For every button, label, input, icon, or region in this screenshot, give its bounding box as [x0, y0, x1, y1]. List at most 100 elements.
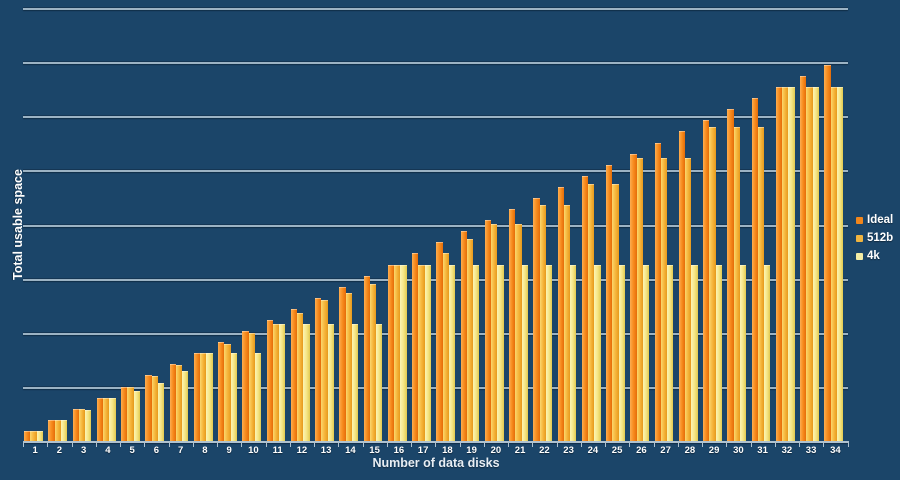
- bar-ideal-10: [242, 331, 249, 442]
- x-axis-label: 9: [226, 445, 232, 456]
- bar-ideal-12: [290, 309, 298, 442]
- bar-512b-28: [685, 158, 692, 442]
- x-axis-tick: [653, 443, 655, 447]
- gridline: [23, 387, 848, 390]
- bar-ideal-26: [630, 154, 637, 442]
- x-axis-label: 7: [177, 445, 184, 456]
- x-axis-label: 19: [466, 445, 477, 456]
- bar-4k-14: [351, 324, 359, 442]
- x-axis-tick: [750, 443, 752, 447]
- x-axis-label: 25: [611, 445, 623, 456]
- x-axis-tick: [605, 443, 606, 447]
- bar-4k-24: [594, 265, 601, 442]
- x-axis-label: 4: [105, 445, 111, 456]
- bar-512b-29: [709, 127, 716, 442]
- bar-512b-17: [418, 265, 425, 442]
- x-axis-tick: [386, 443, 388, 447]
- bar-4k-11: [279, 324, 286, 442]
- x-axis-label: 20: [490, 445, 502, 456]
- bar-512b-2: [54, 420, 61, 442]
- x-axis-label: 21: [514, 445, 526, 456]
- bar-ideal-23: [557, 187, 564, 442]
- bar-512b-24: [588, 184, 595, 442]
- x-axis-tick: [217, 443, 218, 447]
- bar-512b-3: [78, 409, 86, 442]
- bar-4k-13: [327, 324, 334, 442]
- bar-512b-25: [612, 184, 619, 442]
- x-axis-label: 31: [757, 445, 768, 456]
- bar-ideal-30: [727, 109, 734, 442]
- x-axis-label: 2: [56, 445, 63, 456]
- x-axis-tick: [144, 443, 146, 447]
- x-axis-tick: [362, 443, 364, 447]
- bar-ideal-28: [678, 131, 686, 442]
- bar-4k-31: [764, 265, 771, 442]
- bar-512b-30: [733, 127, 740, 442]
- x-axis-label: 33: [805, 445, 817, 456]
- bar-4k-21: [521, 265, 528, 442]
- x-axis-tick: [265, 443, 267, 447]
- legend-item-4k: 4k: [856, 250, 893, 262]
- x-axis-label: 11: [272, 445, 283, 456]
- bar-512b-5: [127, 387, 134, 442]
- bar-ideal-27: [654, 143, 661, 442]
- bar-4k-2: [60, 420, 68, 442]
- x-axis-label: 17: [417, 445, 429, 456]
- bar-4k-17: [424, 265, 431, 442]
- bar-4k-29: [715, 265, 722, 442]
- plot-area: [23, 0, 848, 442]
- bar-ideal-33: [800, 76, 807, 442]
- x-axis-tick: [338, 443, 340, 447]
- x-axis-label: 15: [369, 445, 380, 456]
- bar-ideal-18: [436, 242, 443, 442]
- bar-ideal-2: [48, 420, 55, 442]
- bar-512b-8: [200, 353, 207, 442]
- x-axis-title: Number of data disks: [372, 456, 500, 470]
- bar-4k-12: [303, 324, 310, 442]
- x-axis-label: 12: [296, 445, 308, 456]
- legend-item-512b: 512b: [856, 232, 894, 244]
- bar-ideal-32: [775, 87, 783, 442]
- bar-ideal-11: [266, 320, 273, 442]
- bar-ideal-14: [339, 287, 346, 442]
- bar-512b-22: [539, 205, 546, 442]
- bar-512b-16: [394, 265, 401, 442]
- x-axis-label: 5: [129, 445, 135, 456]
- bar-4k-8: [206, 353, 213, 442]
- bar-512b-6: [151, 376, 158, 442]
- bar-ideal-7: [169, 364, 176, 442]
- x-axis-tick: [47, 443, 49, 447]
- x-axis-tick: [629, 443, 631, 447]
- x-axis-label: 28: [684, 445, 696, 456]
- bar-4k-20: [497, 265, 504, 442]
- x-axis-label: 8: [202, 445, 208, 456]
- bar-512b-18: [442, 253, 449, 442]
- bar-ideal-8: [193, 353, 201, 442]
- x-axis-tick: [314, 443, 315, 447]
- x-axis-tick: [120, 443, 121, 447]
- bar-4k-1: [36, 431, 43, 442]
- bar-4k-10: [254, 353, 262, 442]
- bar-512b-21: [515, 224, 522, 442]
- bar-ideal-16: [387, 265, 395, 442]
- x-axis-label: 24: [587, 445, 599, 456]
- legend-label: 4k: [867, 250, 880, 262]
- legend-label: 512b: [867, 232, 894, 244]
- bar-512b-11: [272, 324, 280, 442]
- x-axis-tick: [774, 443, 776, 447]
- x-axis-tick: [168, 443, 170, 447]
- gridline: [23, 278, 848, 281]
- bar-ideal-19: [460, 231, 467, 442]
- x-axis-label: 18: [442, 445, 453, 456]
- x-axis-tick: [726, 443, 728, 447]
- bar-ideal-21: [509, 209, 516, 442]
- bar-512b-33: [806, 87, 813, 442]
- bar-ideal-5: [121, 387, 128, 442]
- bar-4k-3: [85, 410, 92, 442]
- x-axis-tick: [289, 443, 291, 447]
- x-axis-tick: [23, 443, 24, 447]
- x-axis-label: 16: [393, 445, 405, 456]
- bar-512b-7: [175, 365, 183, 442]
- bar-512b-15: [369, 284, 377, 442]
